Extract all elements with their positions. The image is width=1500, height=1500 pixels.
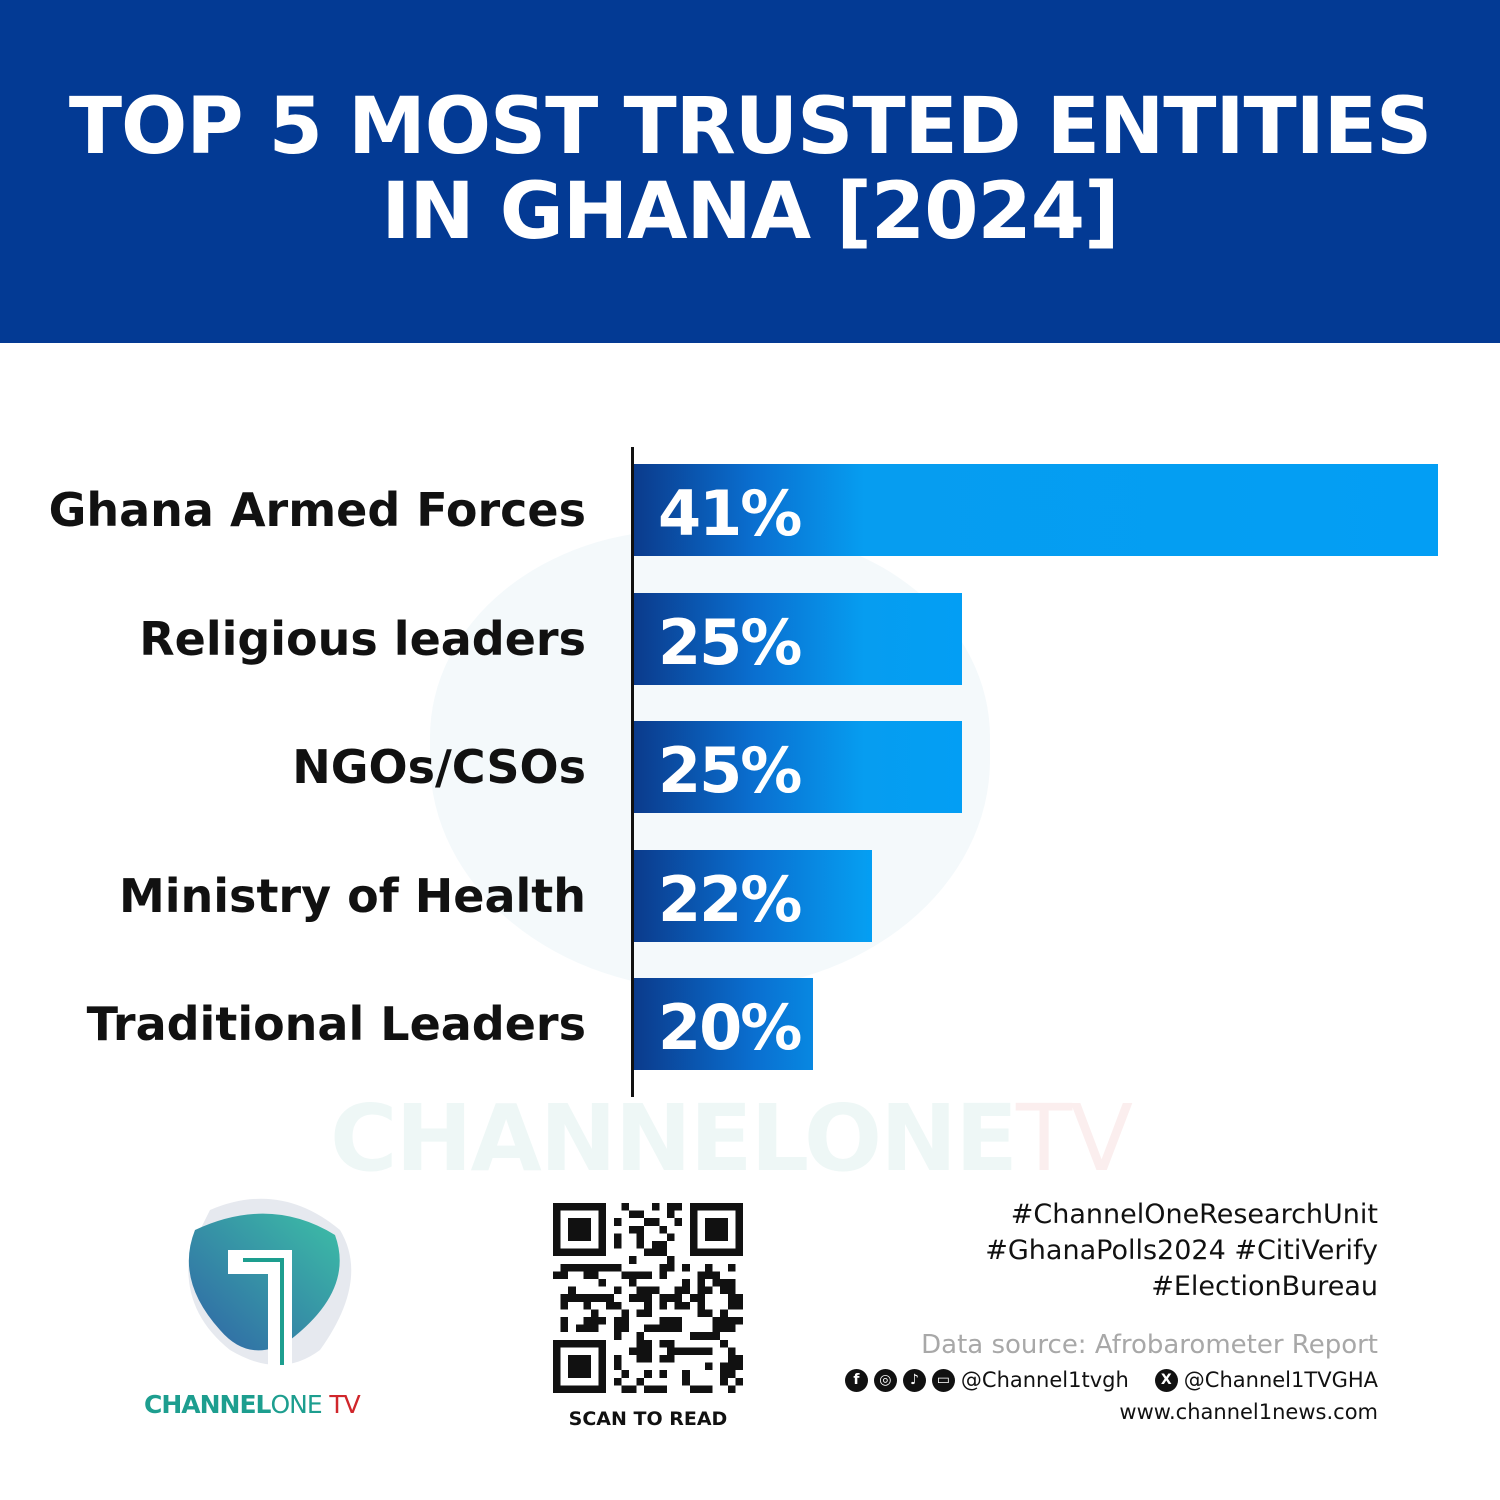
- logo-one: ONE: [270, 1390, 322, 1419]
- watermark-main: CHANNELONE: [330, 1085, 1018, 1192]
- x-icon[interactable]: X: [1154, 1368, 1178, 1392]
- hashtag-line: #ChannelOneResearchUnit: [1010, 1199, 1378, 1230]
- facebook-icon[interactable]: f: [844, 1368, 868, 1392]
- category-label: Ghana Armed Forces: [48, 483, 586, 537]
- data-source: Data source: Afrobarometer Report: [921, 1330, 1378, 1360]
- category-label: Ministry of Health: [119, 868, 586, 923]
- category-label: Traditional Leaders: [86, 997, 586, 1051]
- logo-wordmark: CHANNELONE TV: [144, 1390, 361, 1419]
- handle-x[interactable]: @Channel1TVGHA: [1183, 1368, 1378, 1392]
- page-title-line2: IN GHANA [2024]: [381, 167, 1119, 257]
- bar: 25%: [634, 721, 962, 813]
- logo-channel: CHANNEL: [144, 1390, 271, 1419]
- logo-tv: TV: [329, 1390, 360, 1419]
- data-label: 22%: [658, 862, 802, 936]
- page-title-line1: TOP 5 MOST TRUSTED ENTITIES: [68, 82, 1432, 172]
- bar: 22%: [634, 849, 873, 942]
- bar: 41%: [634, 464, 1438, 556]
- hashtag-line: #ElectionBureau: [1151, 1271, 1378, 1302]
- y-axis-line: [631, 447, 634, 1097]
- data-label: 20%: [658, 991, 802, 1064]
- handle-main[interactable]: @Channel1tvgh: [960, 1368, 1129, 1392]
- social-handles: f ◎ ♪ ▭ @Channel1tvgh X @Channel1TVGHA: [844, 1368, 1378, 1392]
- data-label: 25%: [658, 734, 802, 807]
- youtube-icon[interactable]: ▭: [931, 1368, 955, 1392]
- bar: 25%: [634, 592, 962, 685]
- data-label: 25%: [658, 605, 802, 679]
- header-banner: TOP 5 MOST TRUSTED ENTITIES IN GHANA [20…: [0, 0, 1500, 343]
- category-label: NGOs/CSOs: [292, 740, 586, 794]
- hashtags: #ChannelOneResearchUnit #GhanaPolls2024 …: [985, 1197, 1378, 1305]
- website-link[interactable]: www.channel1news.com: [1119, 1400, 1378, 1424]
- category-label: Religious leaders: [139, 611, 586, 666]
- watermark-tv: TV: [1015, 1085, 1133, 1192]
- bar: 20%: [634, 978, 813, 1070]
- data-label: 41%: [658, 477, 802, 550]
- qr-label: SCAN TO READ: [568, 1408, 728, 1430]
- hashtag-line: #GhanaPolls2024 #CitiVerify: [985, 1235, 1378, 1266]
- qr-code-icon[interactable]: [553, 1203, 743, 1393]
- tiktok-icon[interactable]: ♪: [902, 1368, 926, 1392]
- instagram-icon[interactable]: ◎: [873, 1368, 897, 1392]
- channel-one-logo-icon: [188, 1198, 352, 1365]
- watermark-text: CHANNELONETV: [330, 1085, 1133, 1192]
